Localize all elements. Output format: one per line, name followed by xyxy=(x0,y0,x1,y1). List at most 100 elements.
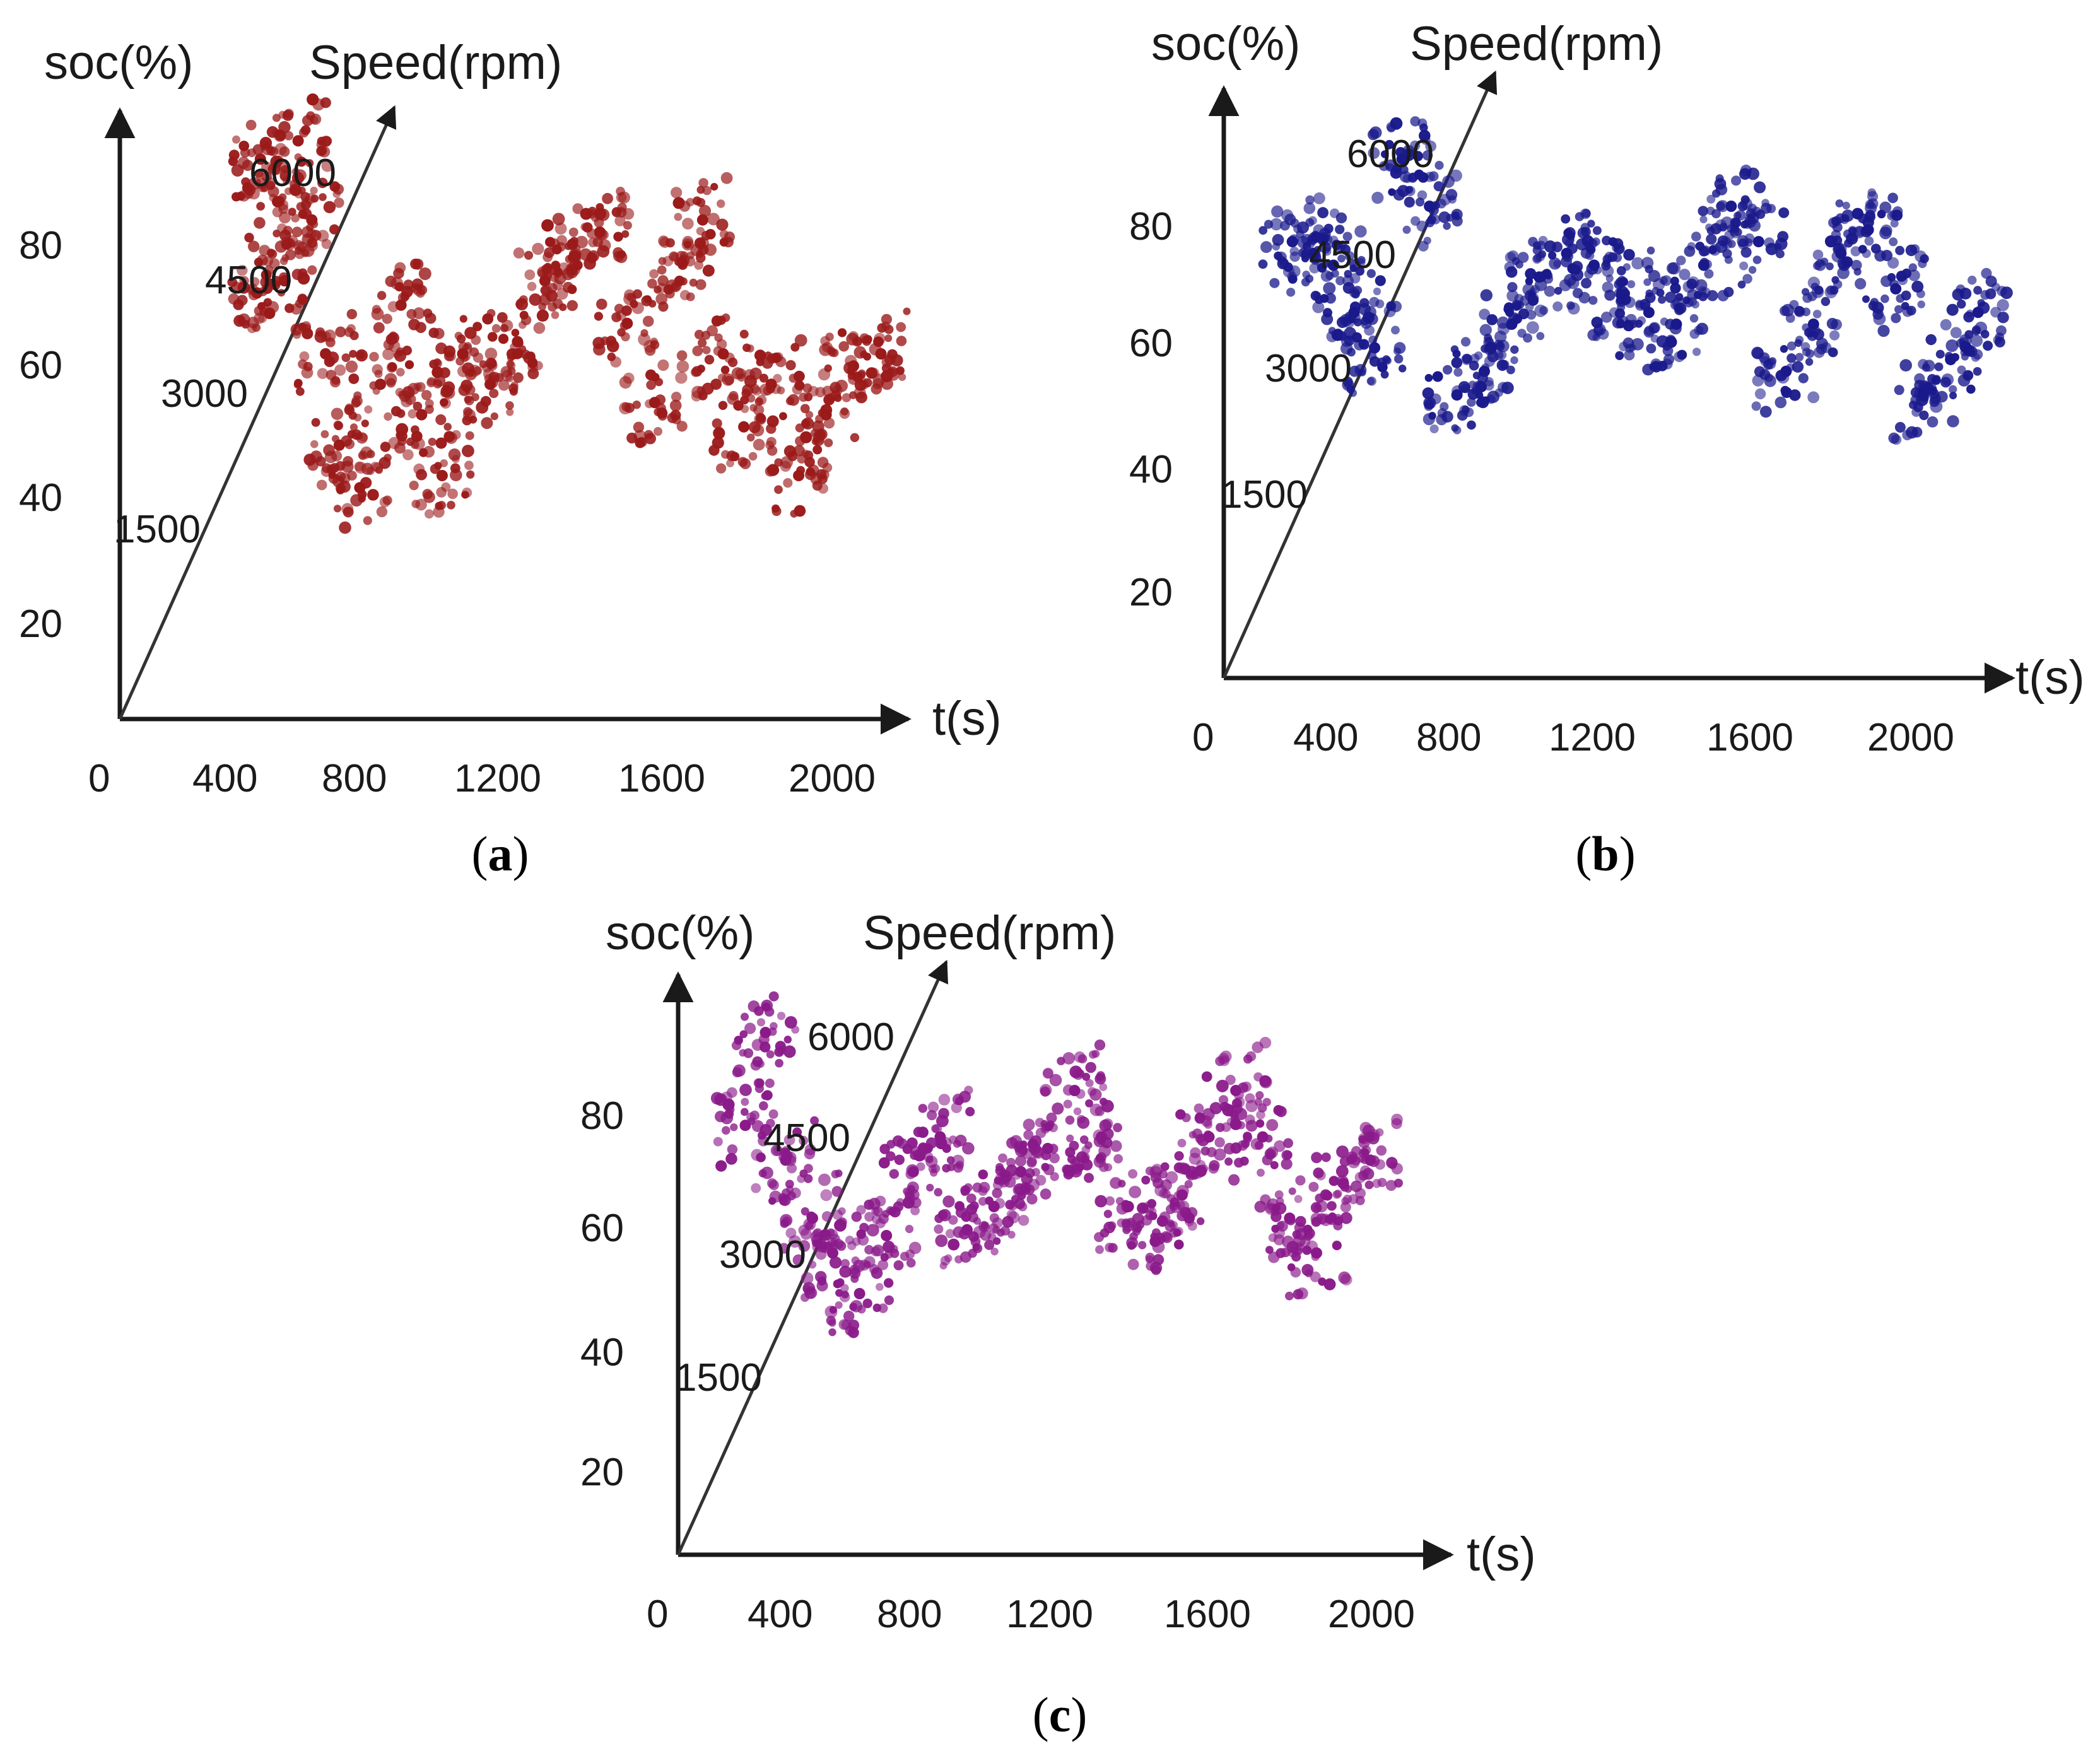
scatter-point xyxy=(312,98,325,111)
scatter-point xyxy=(240,148,250,158)
scatter-points xyxy=(710,991,1403,1338)
scatter-point xyxy=(678,255,690,267)
scatter-point xyxy=(1303,202,1316,214)
scatter-point xyxy=(1947,415,1959,428)
scatter-point xyxy=(436,487,447,498)
scatter-point xyxy=(1331,269,1339,278)
scatter-point xyxy=(695,279,707,290)
scatter-point xyxy=(1270,218,1283,231)
scatter-point xyxy=(1359,1121,1372,1134)
scatter-point xyxy=(953,1162,963,1173)
scatter-point xyxy=(360,446,373,459)
scatter-point xyxy=(1362,312,1375,324)
scatter-point xyxy=(645,369,657,381)
scatter-point xyxy=(1023,1118,1035,1131)
scatter-point xyxy=(566,266,578,279)
y-tick: 20 xyxy=(580,1451,624,1494)
scatter-point xyxy=(1831,250,1844,262)
scatter-point xyxy=(1031,1167,1040,1177)
y-tick: 80 xyxy=(580,1094,624,1138)
scatter-point xyxy=(1343,1195,1352,1204)
scatter-point xyxy=(429,360,438,369)
scatter-point xyxy=(1461,406,1470,414)
scatter-point xyxy=(336,483,346,494)
scatter-point xyxy=(1532,254,1542,264)
scatter-point xyxy=(1957,299,1966,309)
scatter-point xyxy=(1602,265,1614,278)
scatter-point xyxy=(978,1196,988,1206)
scatter-point xyxy=(805,1221,814,1230)
scatter-point xyxy=(538,303,546,311)
scatter-point xyxy=(1692,348,1701,356)
scatter-point xyxy=(958,1228,970,1240)
scatter-point xyxy=(1879,226,1892,240)
scatter-point xyxy=(1602,281,1614,293)
x-axis-label: t(s) xyxy=(1467,1528,1536,1581)
scatter-point xyxy=(1646,343,1657,354)
scatter-point xyxy=(1095,1245,1104,1255)
scatter-point xyxy=(1928,389,1939,399)
scatter-point xyxy=(768,1197,777,1205)
scatter-point xyxy=(931,1124,940,1133)
scatter-point xyxy=(1576,238,1588,251)
scatter-point xyxy=(1349,259,1361,271)
scatter-point xyxy=(750,1060,761,1071)
scatter-point xyxy=(1405,185,1416,196)
scatter-point xyxy=(812,445,823,455)
scatter-point xyxy=(1964,370,1973,380)
scatter-point xyxy=(1494,339,1504,349)
scatter-point xyxy=(1107,1221,1117,1231)
scatter-point xyxy=(794,380,805,391)
scatter-point xyxy=(617,328,626,337)
scatter-point xyxy=(718,401,728,410)
scatter-point xyxy=(1110,1177,1122,1189)
scatter-point xyxy=(1105,1196,1115,1206)
speed-tick: 3000 xyxy=(1265,347,1352,390)
scatter-point xyxy=(1195,1112,1205,1122)
scatter-point xyxy=(621,230,630,238)
scatter-point xyxy=(1438,211,1451,223)
scatter-point xyxy=(1468,380,1477,389)
scatter-point xyxy=(1805,358,1814,366)
scatter-point xyxy=(1807,319,1819,330)
scatter-point xyxy=(330,377,341,388)
speed-tick: 1500 xyxy=(114,508,201,551)
scatter-point xyxy=(1586,245,1596,255)
scatter-point xyxy=(778,1196,789,1206)
scatter-point xyxy=(464,384,476,395)
scatter-point xyxy=(1737,280,1746,289)
scatter-point xyxy=(1160,1179,1172,1191)
scatter-point xyxy=(344,438,355,450)
scatter-point xyxy=(883,1241,895,1253)
scatter-point xyxy=(819,1229,831,1241)
scatter-point xyxy=(1388,188,1396,196)
scatter-point xyxy=(356,432,368,444)
scatter-point xyxy=(851,1256,860,1265)
scatter-point xyxy=(1412,151,1423,161)
scatter-point xyxy=(624,289,635,301)
scatter-point xyxy=(307,265,317,275)
scatter-point xyxy=(859,1222,869,1232)
scatter-point xyxy=(1945,351,1954,361)
scatter-point xyxy=(698,204,712,217)
x-tick: 2000 xyxy=(789,757,876,800)
scatter-point xyxy=(1321,313,1334,325)
y-tick: 60 xyxy=(580,1207,624,1250)
scatter-point xyxy=(840,1292,850,1302)
scatter-point xyxy=(770,1022,778,1031)
scatter-point xyxy=(785,1227,797,1239)
scatter-point xyxy=(1724,230,1735,241)
scatter-point xyxy=(819,469,830,480)
scatter-point xyxy=(1802,348,1811,356)
scatter-point xyxy=(334,197,344,208)
scatter-point xyxy=(871,1246,881,1256)
scatter-point xyxy=(1973,367,1982,376)
scatter-point xyxy=(1812,249,1824,260)
scatter-point xyxy=(1698,286,1707,295)
scatter-point xyxy=(1612,253,1622,262)
y-tick: 60 xyxy=(19,344,62,387)
speed-tick: 6000 xyxy=(1347,132,1434,176)
scatter-point xyxy=(394,282,404,292)
scatter-point xyxy=(708,445,720,456)
scatter-point xyxy=(397,390,406,399)
